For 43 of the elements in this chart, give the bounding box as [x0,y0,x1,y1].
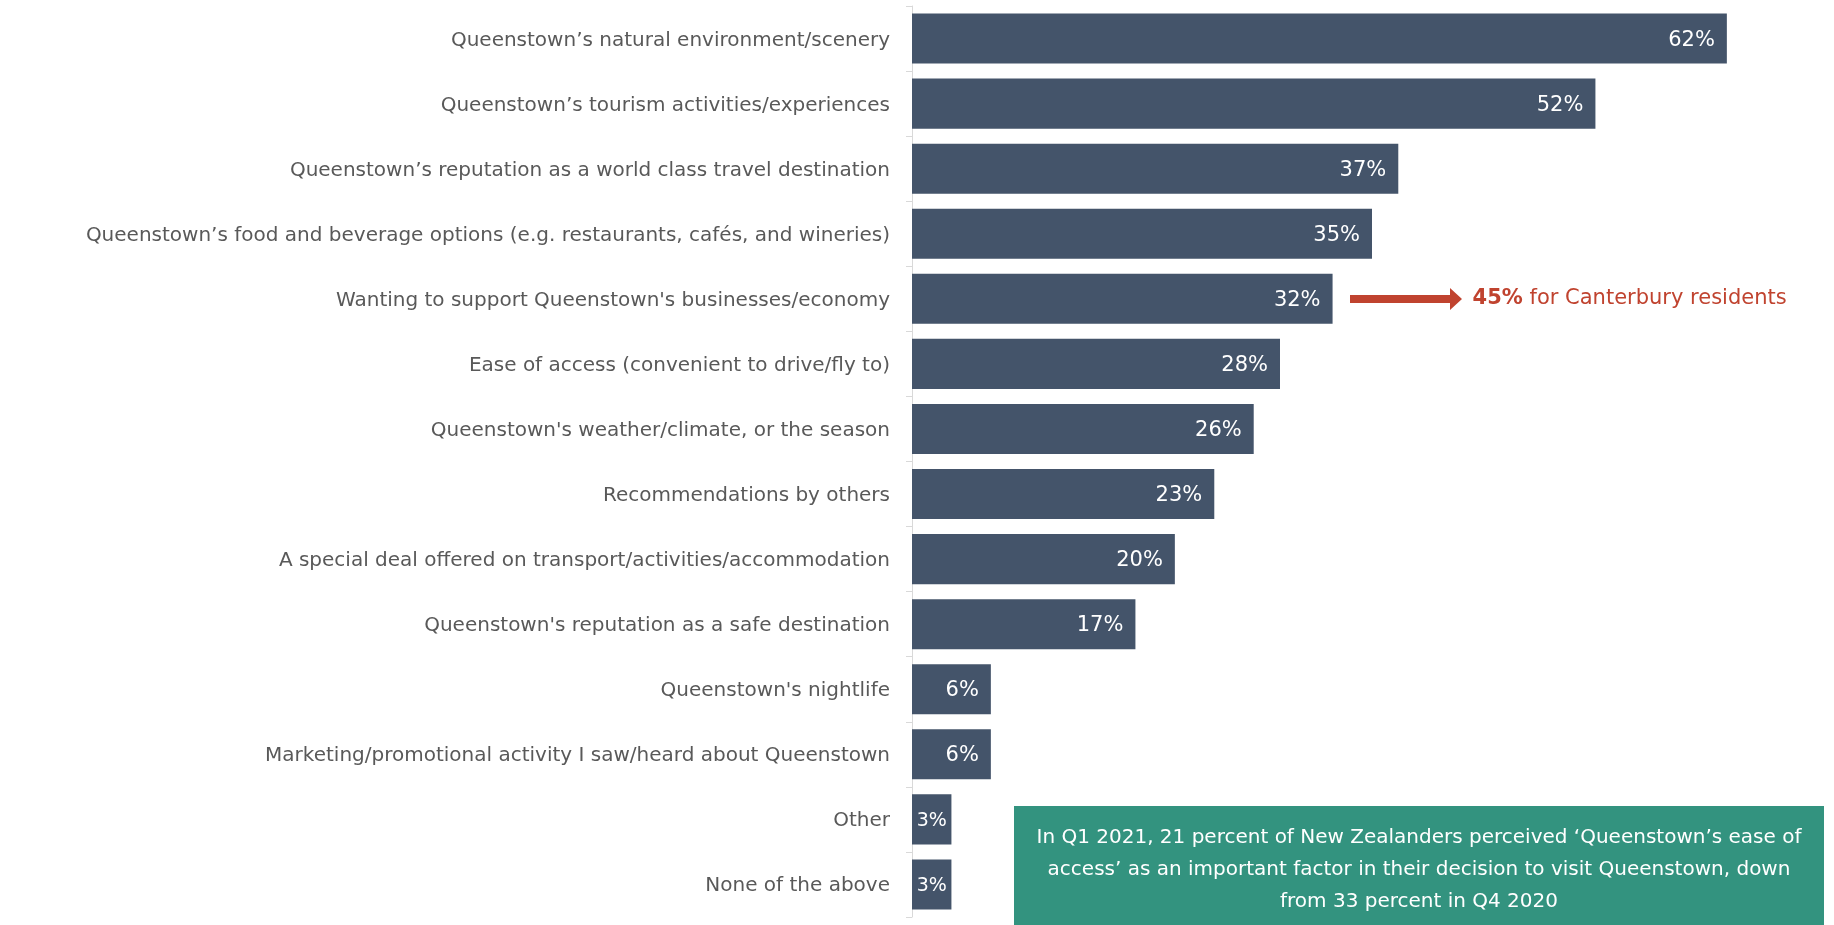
bar [912,13,1727,64]
bar [912,664,991,715]
data-label: 3% [916,873,947,896]
y-tick-label: Queenstown’s natural environment/scenery [450,26,891,51]
data-label: 62% [1668,26,1715,51]
data-label: 23% [1155,482,1203,507]
bar [912,338,1280,389]
y-tick-label: Other [833,807,891,832]
bar [912,534,1175,585]
data-label: 52% [1536,91,1584,116]
y-tick-label: Queenstown's weather/climate, or the season [430,416,890,441]
data-label: 17% [1076,612,1124,637]
bar [912,729,991,780]
bar [912,143,1399,194]
bar [912,273,1333,324]
data-label: 28% [1221,351,1268,376]
bar [912,208,1372,259]
y-tick-label: Marketing/promotional activity I saw/heard about Queenstown [265,742,890,767]
y-tick-label: Queenstown’s tourism activities/experiences [440,91,890,116]
bar [912,599,1136,650]
y-tick-label: Ease of access (convenient to drive/fly to) [468,351,890,376]
note: 45% for Canterbury residents [1472,284,1787,309]
bar [912,859,952,910]
y-tick-label: Queenstown’s reputation as a world class travel destination [289,156,890,181]
y-tick-label: Queenstown's reputation as a safe destination [424,612,890,637]
annotation: In Q1 2021, 21 percent of New Zealanders perceived ‘Queenstown’s ease of access’ as an important factor in their decision to visit Queenstown, down from 33 percent in Q4 2020 [1014,806,1824,925]
bar [912,78,1596,129]
data-label: 6% [945,742,979,767]
y-tick-label: Wanting to support Queenstown's businesses/economy [335,286,891,311]
y-tick-label: A special deal offered on transport/activities/accommodation [278,547,890,572]
y-tick-label: Queenstown’s food and beverage options (e.g. restaurants, cafés, and wineries) [85,221,890,246]
data-label: 6% [945,677,979,702]
bar [912,403,1254,455]
bar [912,468,1215,520]
data-label: 32% [1273,286,1321,311]
data-label: 20% [1116,547,1163,572]
y-tick-label: Queenstown's nightlife [660,677,890,702]
data-label: 35% [1313,221,1360,246]
data-label: 37% [1339,156,1387,181]
data-label: 26% [1195,416,1242,441]
data-label: 3% [916,808,947,831]
y-tick-label: Recommendations by others [602,482,890,507]
y-tick-label: None of the above [705,872,890,897]
